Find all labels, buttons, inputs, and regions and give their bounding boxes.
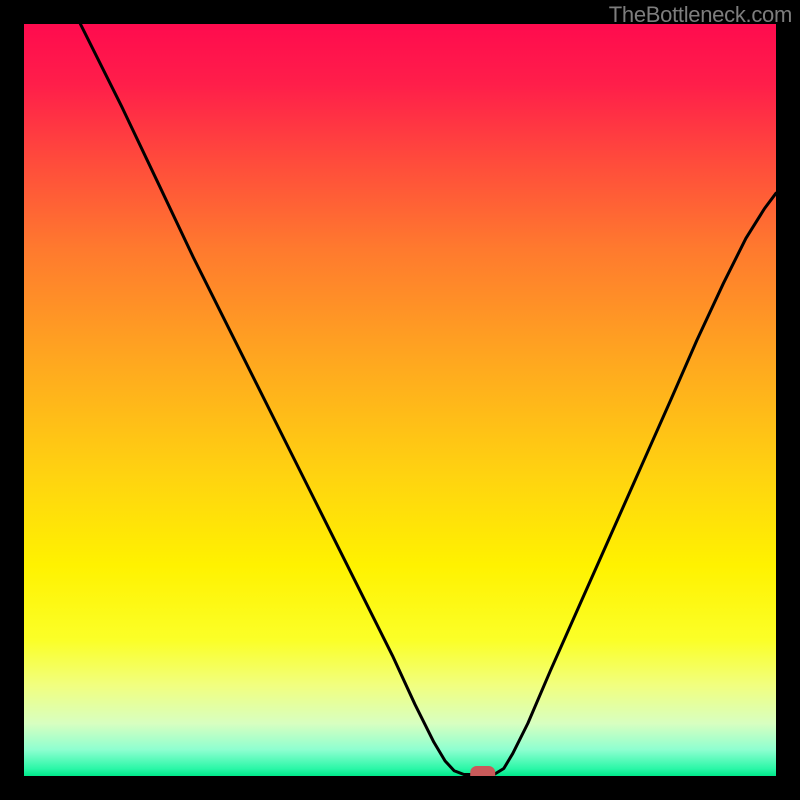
bottleneck-marker	[471, 767, 495, 777]
chart-frame: TheBottleneck.com	[0, 0, 800, 800]
bottleneck-curve-chart	[24, 24, 776, 776]
plot-area	[24, 24, 776, 776]
attribution-text: TheBottleneck.com	[609, 2, 792, 28]
